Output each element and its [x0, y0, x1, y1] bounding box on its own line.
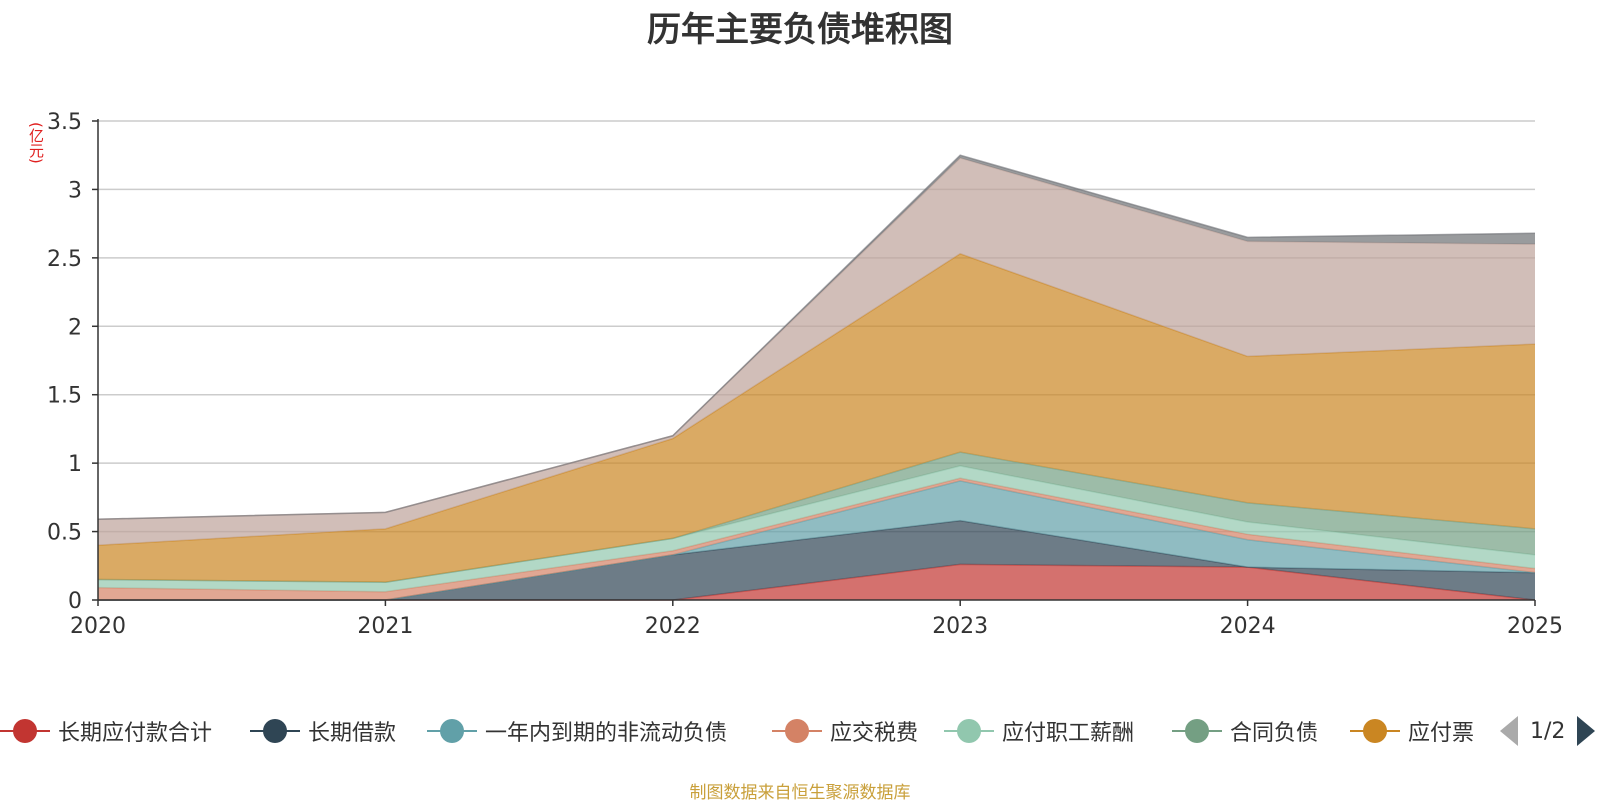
area-series — [98, 452, 1535, 583]
y-tick-label: 2.5 — [47, 247, 82, 272]
area-series — [98, 520, 1535, 600]
legend-page-indicator: 1/2 — [1530, 718, 1566, 744]
y-tick-label: 0 — [68, 589, 82, 614]
legend-item[interactable]: 长期应付款合计 — [0, 714, 212, 748]
x-tick-label: 2021 — [357, 614, 413, 639]
chart-title: 历年主要负债堆积图 — [647, 10, 953, 50]
y-tick-label: 3 — [68, 178, 82, 203]
legend-label: 长期应付款合计 — [58, 721, 213, 746]
legend-label: 应付职工薪酬 — [1002, 721, 1135, 746]
legend-marker-icon — [427, 717, 477, 745]
area-series — [98, 157, 1535, 546]
legend-label: 应交税费 — [830, 721, 919, 746]
legend-label: 应付票 — [1408, 721, 1475, 746]
x-tick-label: 2020 — [70, 614, 126, 639]
legend-marker-icon — [772, 717, 822, 745]
axes: 0 0.5 1 1.5 2 2.5 3 3.5 2020 2021 2022 2023 2024 2025 — [47, 110, 1563, 639]
legend-label: 一年内到期的非流动负债 — [485, 721, 728, 746]
area-series — [97, 154, 1536, 601]
y-axis-unit-label: (亿元) — [27, 122, 45, 164]
x-tick-label: 2023 — [932, 614, 988, 639]
area-series — [98, 465, 1535, 592]
area-series — [98, 253, 1535, 583]
legend-item[interactable]: 应交税费 — [772, 714, 918, 748]
y-tick-label: 0.5 — [47, 521, 82, 546]
legend-item[interactable]: 合同负债 — [1172, 714, 1318, 748]
legend-label: 长期借款 — [308, 721, 397, 746]
y-tick-label: 3.5 — [47, 110, 82, 135]
x-tick-label: 2022 — [645, 614, 701, 639]
legend-item[interactable]: 长期借款 — [250, 714, 396, 748]
legend-item[interactable]: 应付职工薪酬 — [944, 714, 1134, 748]
area-series — [98, 478, 1535, 600]
legend-marker-icon — [1172, 717, 1222, 745]
legend: 长期应付款合计 长期借款 一年内到期的非流动负债 应交税费 应付职工薪酬 合同负债 应付票 — [0, 714, 1600, 754]
legend-marker-icon — [944, 717, 994, 745]
legend-marker-icon — [1350, 717, 1400, 745]
legend-marker-icon — [250, 717, 300, 745]
legend-marker-icon — [0, 717, 50, 745]
legend-prev-page-icon[interactable] — [1500, 716, 1518, 746]
x-tick-label: 2025 — [1507, 614, 1563, 639]
y-tick-label: 2 — [68, 315, 82, 340]
legend-pager: 1/2 — [1500, 716, 1596, 746]
legend-label: 合同负债 — [1230, 721, 1319, 746]
y-tick-label: 1 — [68, 452, 82, 477]
data-source-note: 制图数据来自恒生聚源数据库 — [689, 783, 911, 803]
y-tick-label: 1.5 — [47, 384, 82, 409]
x-tick-label: 2024 — [1220, 614, 1276, 639]
legend-item[interactable]: 一年内到期的非流动负债 — [427, 714, 727, 748]
legend-item[interactable]: 应付票 — [1350, 714, 1474, 748]
legend-next-page-icon[interactable] — [1577, 716, 1596, 746]
series-line — [97, 154, 1536, 521]
